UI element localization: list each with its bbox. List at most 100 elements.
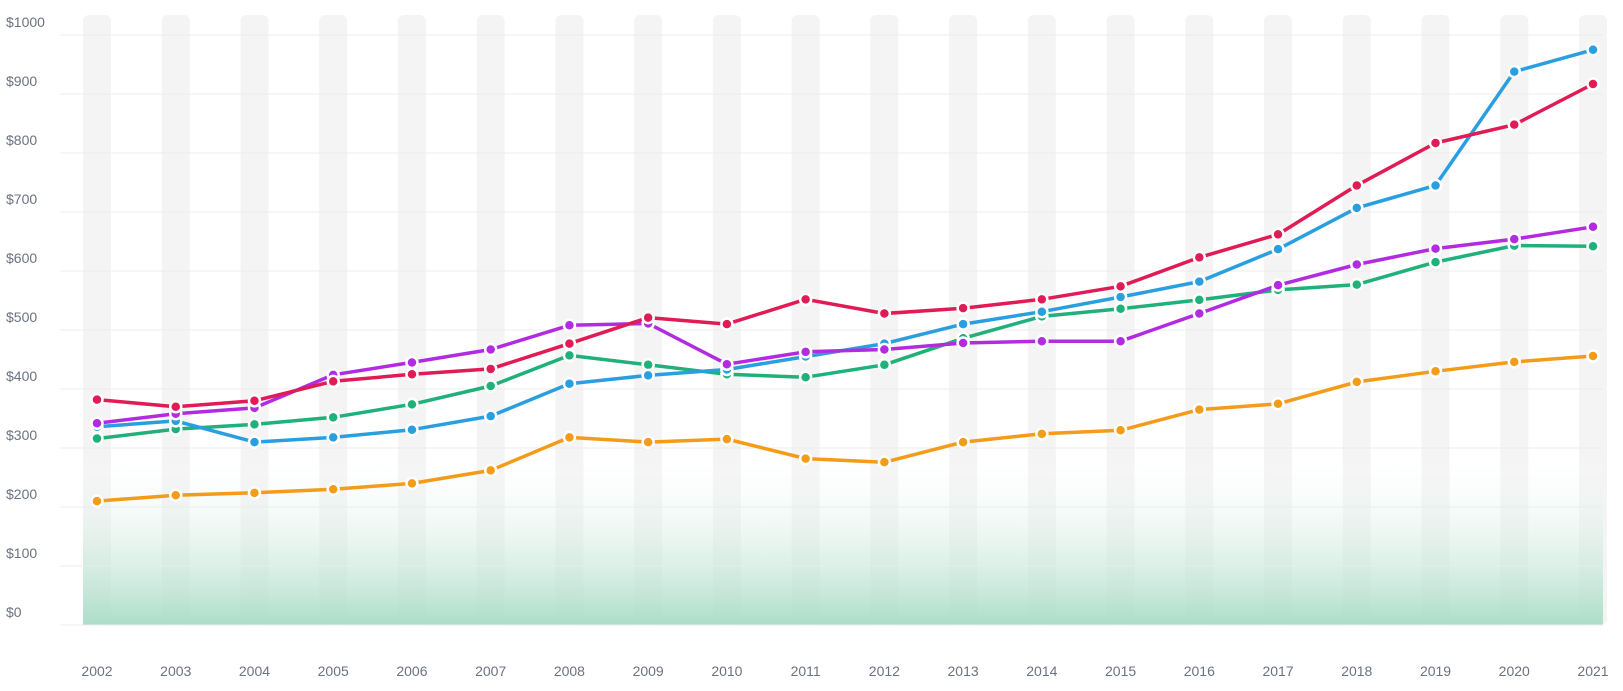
series-1-point[interactable] [483,463,498,478]
series-5-point[interactable] [405,367,419,381]
series-1-point[interactable] [877,455,892,469]
x-tick-label: 2011 [791,663,821,679]
series-3-point[interactable] [1586,43,1600,57]
series-2-point[interactable] [877,358,892,372]
series-5-point[interactable] [1350,178,1364,193]
series-4-point[interactable] [1192,306,1207,321]
series-2-point[interactable] [326,410,340,425]
series-4-point[interactable] [956,336,970,350]
series-4-point[interactable] [1428,241,1443,256]
series-5-point[interactable] [562,336,577,351]
series-1-point[interactable] [956,435,970,449]
series-1-point[interactable] [1035,427,1049,441]
series-5-point[interactable] [90,392,104,407]
series-5-point[interactable] [1192,250,1207,265]
x-tick-label: 2020 [1499,663,1530,679]
series-3-point[interactable] [405,422,419,437]
series-1-point[interactable] [562,430,577,445]
series-5-point[interactable] [1507,117,1522,132]
series-5-point[interactable] [1428,136,1443,150]
series-1-point[interactable] [641,435,655,449]
y-tick-label: $600 [6,250,37,266]
series-3-point[interactable] [1035,304,1049,319]
series-4-point[interactable] [1586,220,1600,234]
series-2-point[interactable] [1350,277,1364,292]
series-2-point[interactable] [405,397,419,412]
series-1-point[interactable] [1113,423,1128,438]
series-1-point[interactable] [1271,397,1285,411]
series-5-point[interactable] [1035,292,1049,307]
y-tick-label: $400 [6,368,37,384]
series-2-point[interactable] [1428,255,1443,269]
series-1-point[interactable] [1192,402,1207,417]
series-4-point[interactable] [405,355,419,370]
series-2-point[interactable] [562,348,577,363]
series-5-point[interactable] [483,362,498,376]
series-4-point[interactable] [1035,334,1049,348]
series-5-point[interactable] [1586,77,1600,91]
series-2-point[interactable] [90,431,104,446]
series-3-point[interactable] [1271,242,1285,256]
series-5-point[interactable] [247,394,262,408]
x-tick-label: 2002 [81,663,112,679]
y-tick-label: $800 [6,132,37,148]
series-3-point[interactable] [1192,274,1207,289]
series-2-point[interactable] [798,370,813,384]
series-5-point[interactable] [641,310,655,325]
series-2-point[interactable] [247,417,262,432]
series-4-point[interactable] [798,345,813,359]
series-3-point[interactable] [562,376,577,391]
series-3-point[interactable] [247,435,262,449]
y-tick-label: $200 [6,486,37,502]
y-tick-label: $0 [6,604,22,620]
series-1-point[interactable] [1350,375,1364,389]
background-area [83,448,1603,625]
series-5-point[interactable] [956,301,970,315]
series-1-point[interactable] [405,476,419,491]
series-1-point[interactable] [326,482,340,497]
series-2-point[interactable] [1586,239,1600,253]
series-4-point[interactable] [1350,257,1364,272]
x-tick-label: 2016 [1184,663,1215,679]
x-tick-label: 2005 [318,663,349,679]
series-3-point[interactable] [326,430,340,445]
x-tick-label: 2010 [711,663,742,679]
series-4-point[interactable] [562,318,577,333]
series-1-point[interactable] [90,494,104,508]
series-4-point[interactable] [483,342,498,357]
series-1-point[interactable] [720,432,734,446]
series-4-point[interactable] [1271,278,1285,292]
series-4-point[interactable] [1507,232,1522,246]
series-1-point[interactable] [1586,349,1600,363]
series-3-point[interactable] [641,368,655,383]
series-1-point[interactable] [168,488,183,502]
x-tick-label: 2008 [554,663,585,679]
series-1-point[interactable] [1428,364,1443,379]
series-2-point[interactable] [483,379,498,393]
series-3-point[interactable] [1350,201,1364,215]
series-5-point[interactable] [720,317,734,331]
series-3-point[interactable] [1113,290,1128,304]
series-5-point[interactable] [326,374,340,389]
series-3-point[interactable] [483,409,498,423]
series-3-point[interactable] [1428,178,1443,193]
series-5-point[interactable] [798,292,813,307]
series-5-point[interactable] [1113,279,1128,294]
series-2-point[interactable] [1192,293,1207,307]
series-4-point[interactable] [877,342,892,357]
series-3-point[interactable] [1507,64,1522,79]
series-1-point[interactable] [798,451,813,466]
x-tick-label: 2007 [475,663,506,679]
series-1-point[interactable] [247,486,262,500]
series-5-point[interactable] [168,399,183,414]
series-2-point[interactable] [641,358,655,372]
series-5-point[interactable] [1271,227,1285,242]
series-4-point[interactable] [90,416,104,430]
series-5-point[interactable] [877,306,892,321]
series-4-point[interactable] [720,357,734,371]
x-axis: 2002 2003 2004 2005 2006 2007 2008 2009 2010 2011… [81,663,1608,679]
series-1-point[interactable] [1507,355,1522,369]
series-4-point[interactable] [1113,334,1128,348]
series-2-point[interactable] [1113,302,1128,316]
series-3-point[interactable] [956,317,970,331]
